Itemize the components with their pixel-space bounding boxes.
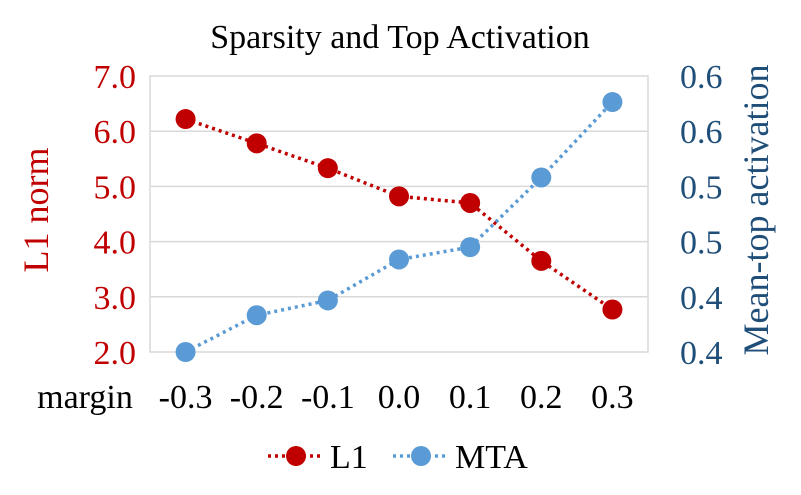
- x-tick-label: 0.3: [591, 379, 634, 416]
- data-point-mta: [317, 290, 338, 311]
- right-tick-label: 0.6: [680, 114, 723, 151]
- gridlines: [150, 130, 648, 298]
- data-point-l1: [317, 158, 338, 179]
- legend-marker: [286, 446, 306, 466]
- right-tick-label: 0.5: [680, 225, 723, 262]
- x-axis-ticks: -0.3 -0.2 -0.1 0.0 0.1 0.2 0.3: [159, 379, 634, 416]
- plot-area: [149, 75, 649, 362]
- data-point-l1: [389, 186, 409, 207]
- left-tick-label: 5.0: [94, 169, 137, 206]
- x-tick-label: 0.0: [378, 379, 421, 416]
- legend-label: L1: [330, 439, 368, 476]
- legend: L1 MTA: [268, 439, 528, 476]
- data-point-l1: [602, 299, 623, 320]
- chart-title: Sparsity and Top Activation: [210, 19, 589, 56]
- data-point-mta: [246, 305, 267, 326]
- data-point-l1: [460, 192, 481, 213]
- left-axis-label: L1 norm: [16, 148, 56, 273]
- legend-item-mta: MTA: [393, 439, 528, 476]
- x-tick-label: -0.3: [159, 379, 213, 416]
- left-tick-label: 6.0: [94, 114, 137, 151]
- legend-item-l1: L1: [268, 439, 368, 476]
- data-point-l1: [175, 109, 196, 130]
- x-tick-label: -0.2: [230, 379, 284, 416]
- left-axis-ticks: 2.0 3.0 4.0 5.0 6.0 7.0: [94, 59, 137, 372]
- plot-frame: [149, 75, 649, 353]
- x-axis-label: margin: [37, 379, 133, 416]
- right-axis-label: Mean-top activation: [736, 65, 776, 356]
- x-tick-label: 0.1: [449, 379, 492, 416]
- data-point-l1: [531, 250, 552, 271]
- x-tick-label: 0.2: [520, 379, 563, 416]
- legend-label: MTA: [455, 439, 528, 476]
- data-point-mta: [531, 167, 552, 188]
- right-tick-label: 0.4: [680, 335, 723, 372]
- series-points: [175, 92, 623, 362]
- left-tick-label: 7.0: [94, 59, 137, 96]
- left-tick-label: 2.0: [94, 335, 137, 372]
- legend-marker: [411, 446, 431, 466]
- left-tick-label: 4.0: [94, 225, 137, 262]
- data-point-mta: [460, 237, 481, 258]
- data-point-l1: [246, 133, 267, 154]
- data-point-mta: [602, 92, 623, 113]
- right-tick-label: 0.4: [680, 280, 723, 317]
- data-point-mta: [389, 249, 409, 270]
- left-tick-label: 3.0: [94, 280, 137, 317]
- data-point-mta: [175, 342, 196, 362]
- right-tick-label: 0.5: [680, 169, 723, 206]
- right-tick-label: 0.6: [680, 59, 723, 96]
- right-axis-ticks: 0.4 0.4 0.5 0.5 0.6 0.6: [680, 59, 723, 372]
- x-tick-label: -0.1: [301, 379, 355, 416]
